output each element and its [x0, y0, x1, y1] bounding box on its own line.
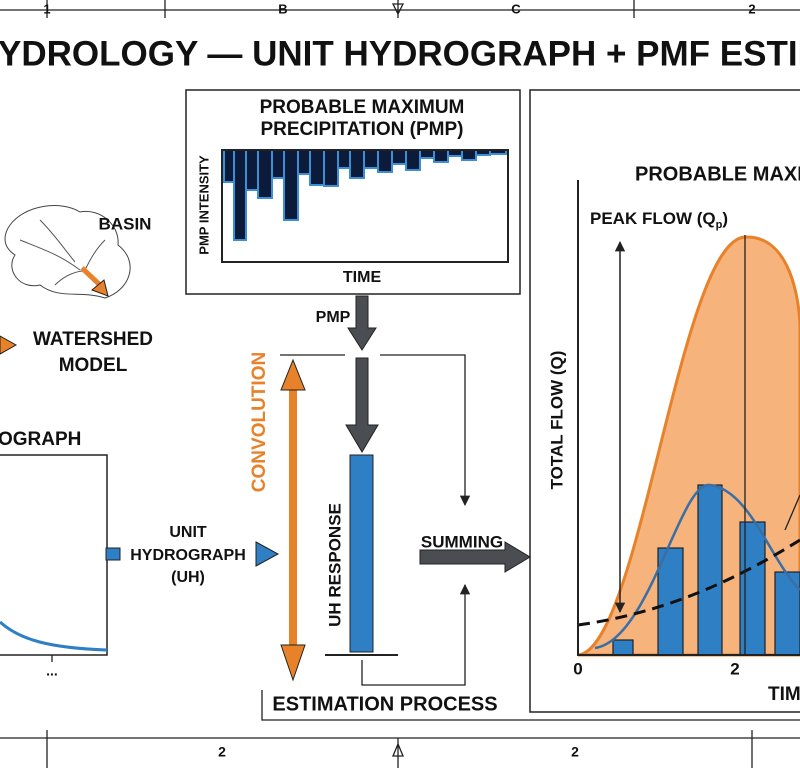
uh-label: UNIT [169, 524, 207, 541]
pmf-panel [529, 89, 800, 713]
pmp-x-label: TIME [343, 269, 382, 286]
pointer [784, 494, 800, 531]
pmf-title: PROBABLE MAXI [635, 163, 800, 185]
hydrograph-title: OGRAPH [0, 429, 81, 450]
frame-label: 2 [571, 744, 579, 760]
pmf-axes [577, 180, 800, 656]
pmp-y-label: PMP INTENSITY [196, 155, 211, 255]
pmf-y-label: TOTAL FLOW (Q) [547, 351, 566, 490]
pmp-arrow [347, 295, 377, 351]
basin-arrow-head [91, 279, 109, 297]
uh-arrow-head [255, 541, 280, 567]
hydrograph-curve [0, 620, 108, 652]
frame-label: 1 [43, 1, 50, 16]
pmp-bars [223, 149, 507, 241]
pmp-title: PRECIPITATION (PMP) [260, 119, 463, 140]
flow-line [361, 583, 471, 686]
convolution-label: CONVOLUTION [249, 352, 270, 492]
basin-arrow [80, 266, 102, 287]
frame-label: 2 [218, 744, 226, 760]
basin-outline [4, 205, 131, 299]
pmf-x-tick: 2 [730, 659, 739, 678]
orange-arrow [0, 335, 18, 355]
uh-arrow-tail [105, 547, 121, 561]
hydrograph-frame [0, 454, 108, 656]
pmp-plot-frame [221, 149, 509, 263]
frame-label: 2 [748, 1, 755, 16]
flow-line [380, 354, 471, 507]
title: YDROLOGY — UNIT HYDROGRAPH + PMF ESTIMAT… [0, 34, 800, 73]
summing-label: SUMMING [421, 532, 503, 551]
uh-label: HYDROGRAPH [130, 547, 246, 564]
peak-flow-label: PEAK FLOW (Qp) [590, 209, 728, 230]
basin-rivers [19, 219, 106, 286]
frame-label: B [278, 1, 287, 16]
pmf-x-tick: 0 [573, 659, 582, 678]
flow-line [261, 690, 800, 721]
convolution-heads [280, 358, 306, 682]
pmp-arrow-label: PMP [316, 309, 351, 326]
pmp-arrow [345, 357, 379, 453]
summing-arrow [419, 541, 531, 573]
ellipsis: ... [46, 663, 58, 679]
peak-flow-close: ) [722, 209, 728, 228]
pmp-title: PROBABLE MAXIMUM [260, 97, 465, 118]
uh-response-label: UH RESPONSE [325, 503, 344, 627]
basin-label: BASIN [99, 214, 152, 233]
pmf-x-label: TIM [768, 684, 800, 705]
frame-label: C [511, 1, 521, 16]
estimation-label: ESTIMATION PROCESS [272, 693, 497, 715]
baseflow-curve [577, 538, 800, 627]
watershed-label: WATERSHED [33, 329, 153, 350]
watershed-label: MODEL [59, 355, 128, 376]
uh-response-bar [349, 454, 374, 653]
peak-flow-main: PEAK FLOW (Q [590, 209, 716, 228]
peak-flow-sub: p [716, 219, 723, 231]
uh-label: (UH) [171, 569, 205, 586]
pmf-area [577, 235, 800, 657]
